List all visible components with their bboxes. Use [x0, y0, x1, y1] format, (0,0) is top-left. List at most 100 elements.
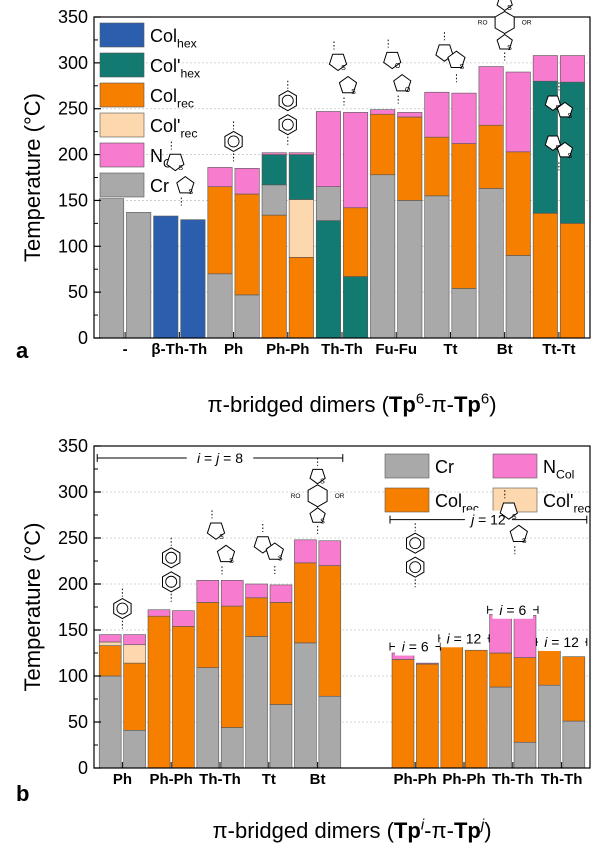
bar-segment: [451, 92, 477, 144]
bar-segment: [318, 695, 342, 769]
annotation-label: i = 12: [544, 634, 579, 650]
bar-segment: [288, 154, 314, 200]
category-label: -: [123, 341, 128, 358]
bar-segment: [294, 539, 317, 564]
svg-text:S: S: [229, 558, 234, 565]
annotation-bg: [492, 600, 534, 619]
svg-text:RO: RO: [478, 20, 488, 27]
category-label: Th-Th: [492, 771, 534, 788]
bar-segment: [234, 193, 260, 296]
svg-text:S: S: [341, 65, 346, 72]
bar-segment: [245, 636, 268, 769]
svg-text:RO: RO: [291, 493, 301, 500]
y-tick-label: 50: [68, 282, 88, 302]
bars: [98, 539, 586, 769]
plot-frame: [93, 445, 591, 769]
category-label: Bt: [497, 341, 513, 358]
category-label: Tt: [262, 771, 276, 788]
bar-segment: [505, 71, 531, 153]
bar-segment: [196, 667, 220, 769]
chart-panel-a: 0 50 100 150 200 250 300 350 - β-Th-Th Ph Ph-Ph Th-T…: [16, 7, 591, 417]
bar-segment: [269, 602, 293, 705]
legend-swatch: [99, 82, 145, 108]
bar-segment: [424, 195, 450, 339]
benzodithiophene-icon: S RO OR S: [291, 457, 345, 534]
bar-segment: [478, 124, 504, 189]
bithiophene-icon: SS: [499, 490, 528, 555]
legend-label: Col'rec: [543, 491, 590, 515]
bar-segment: [397, 112, 423, 118]
bar-segment: [451, 143, 477, 289]
annotation-bg: [186, 448, 254, 467]
legend-swatch: [384, 487, 430, 513]
category-label: Bt: [310, 771, 326, 788]
annotation-label: j = 12: [469, 512, 506, 528]
annotation-bg: [538, 632, 586, 651]
thienothiophene-icon: SS: [435, 32, 466, 83]
chart-panel-b: 0 50 100 150 200 250 300 350 Ph Ph-Ph Th-Th Tt Bt Ph-…: [16, 436, 591, 843]
annotation-bg: [394, 637, 436, 656]
svg-text:S: S: [320, 518, 325, 525]
biphenylene-icon: [406, 523, 425, 588]
bifuran-icon: OO: [383, 39, 412, 104]
bar-segment: [147, 615, 171, 769]
y-axis-label: Temperature (°C): [20, 93, 45, 262]
legend-swatch: [99, 22, 145, 48]
annotation-i12a: i = 12: [438, 629, 490, 648]
annotation-label: i = 6: [499, 602, 526, 618]
category-label: Th-Th: [321, 341, 363, 358]
bar-segment: [370, 109, 396, 115]
bar-segment: [489, 614, 512, 654]
y-tick-label: 250: [58, 99, 88, 119]
legend-label: Col'hex: [150, 56, 200, 80]
y-tick-label: 350: [58, 7, 88, 27]
svg-text:S: S: [567, 153, 572, 160]
bar-segment: [478, 188, 504, 339]
legend-swatch: [99, 142, 145, 168]
y-tick-label: 100: [58, 236, 88, 256]
bar-segment: [343, 112, 369, 209]
category-label: Tt-Tt: [542, 341, 575, 358]
bar-segment: [288, 152, 314, 155]
bar-segment: [513, 741, 537, 769]
y-axis-label: Temperature (°C): [20, 523, 45, 692]
y-tick-label: 100: [58, 666, 88, 686]
bar-segment: [288, 256, 314, 339]
category-label: Th-Th: [541, 771, 583, 788]
bar-segment: [562, 656, 586, 722]
legend-label: Cr: [435, 457, 454, 477]
svg-text:S: S: [522, 538, 527, 545]
svg-text:S: S: [219, 534, 224, 541]
bar-segment: [318, 540, 342, 566]
annotation-label: i = 6: [402, 639, 429, 655]
legend-swatch: [384, 453, 430, 479]
bar-segment: [559, 55, 585, 83]
bar-segment: [538, 646, 561, 686]
bar-segment: [234, 294, 260, 339]
legend-swatch: [99, 52, 145, 78]
svg-text:S: S: [507, 5, 512, 12]
bar-segment: [126, 212, 152, 339]
bar-segment: [98, 675, 122, 769]
bar-segment: [245, 597, 268, 637]
legend-swatch: [99, 172, 145, 198]
y-tick-label: 0: [78, 328, 88, 348]
bar-segment: [370, 174, 396, 339]
bar-segment: [147, 609, 171, 617]
category-label: Ph-Ph: [394, 771, 437, 788]
panel-label: a: [16, 338, 29, 363]
bar-segment: [513, 657, 537, 743]
bar-segment: [315, 111, 341, 187]
annotation-i6a: i = 6: [389, 637, 441, 656]
bar-segment: [315, 186, 341, 221]
benzodithiophene-icon: S RO OR S: [478, 0, 532, 61]
bar-segment: [397, 116, 423, 201]
bar-segment: [153, 215, 179, 339]
category-label: Ph: [113, 771, 132, 788]
bar-segment: [123, 644, 146, 664]
bar-segment: [269, 584, 293, 603]
annotation-label: i = 12: [447, 630, 482, 646]
bar-segment: [261, 152, 287, 155]
